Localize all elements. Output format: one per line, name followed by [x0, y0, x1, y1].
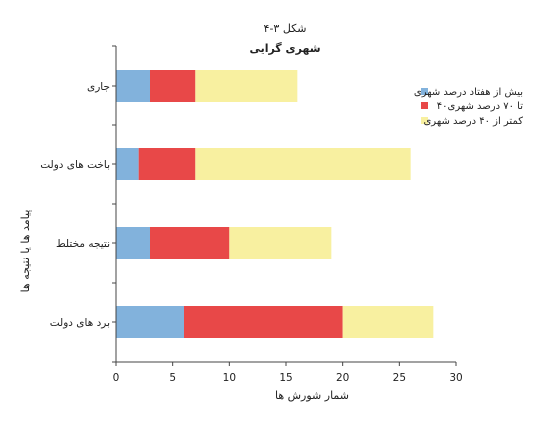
x-axis-label: شمار شورش ها: [275, 389, 349, 402]
legend-label: بیش از هفتاد درصد شهری: [414, 87, 523, 98]
bar-segment-1-1: [116, 70, 150, 102]
legend-swatch: [421, 117, 428, 124]
x-tick-label: 5: [169, 372, 176, 384]
bar-segment-3-3: [229, 227, 332, 259]
bar-segment-2-3: [195, 148, 411, 180]
bars-group: [116, 70, 434, 338]
legend-swatch: [421, 102, 428, 109]
x-tick-label: 25: [393, 372, 406, 384]
y-tick-label: برد های دولت: [50, 317, 110, 329]
y-tick-label: نتیجه مختلط: [56, 238, 110, 250]
chart-subtitle: شهری گرایی: [249, 42, 320, 55]
bar-segment-4-3: [342, 306, 434, 338]
legend: بیش از هفتاد درصد شهری ۴۰تا ۷۰ درصد شهری ک…: [414, 87, 523, 127]
x-tick-label: 0: [113, 372, 120, 384]
legend-label: کمتر از ۴۰ درصد شهری: [423, 116, 523, 127]
bar-segment-4-2: [184, 306, 343, 338]
x-tick-label: 10: [223, 372, 236, 384]
bar-segment-2-2: [138, 148, 196, 180]
x-tick-label: 20: [336, 372, 349, 384]
bar-segment-1-3: [195, 70, 298, 102]
y-tick-label: جاری: [87, 81, 110, 93]
bar-segment-3-2: [150, 227, 230, 259]
y-axis-label: پیامد ها یا نتیجه ها: [19, 210, 32, 293]
x-tick-label: 15: [279, 372, 292, 384]
chart-title: شکل ۳-۴: [264, 22, 307, 35]
bar-segment-1-2: [150, 70, 196, 102]
bar-segment-2-1: [116, 148, 139, 180]
legend-label: ۴۰تا ۷۰ درصد شهری: [437, 101, 523, 112]
y-tick-label: باخت های دولت: [40, 159, 110, 171]
y-ticks-group: جاری باخت های دولت نتیجه مختلط برد های دولت: [40, 45, 116, 363]
x-ticks-group: 0 5 10 15 20 25 30: [113, 362, 463, 384]
bar-segment-3-1: [116, 227, 150, 259]
bar-segment-4-1: [116, 306, 184, 338]
legend-swatch: [421, 88, 428, 95]
x-tick-label: 30: [449, 372, 462, 384]
